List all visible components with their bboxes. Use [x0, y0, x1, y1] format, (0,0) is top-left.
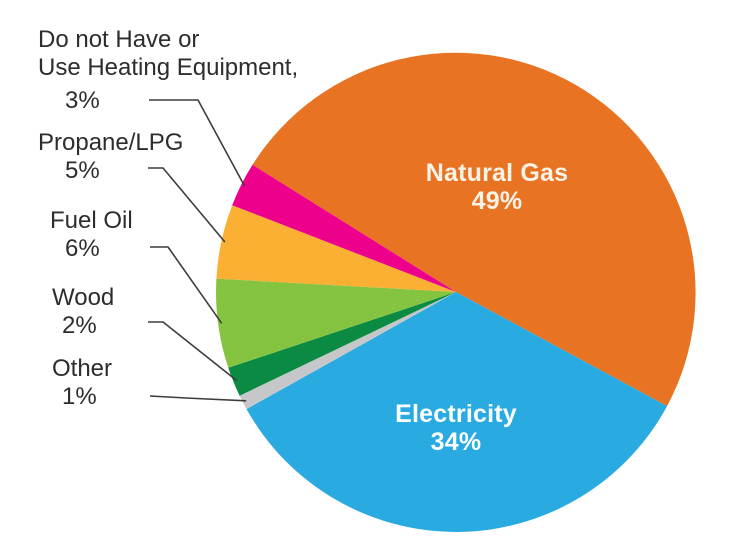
callout-percent: 6%	[65, 235, 100, 262]
callout-label: Other	[52, 355, 113, 382]
callout-fuel-oil: Fuel Oil 6%	[50, 207, 133, 263]
callout-wood: Wood 2%	[52, 284, 114, 340]
leader-line-fuel-oil	[150, 246, 223, 324]
inside-label-natural-gas: Natural Gas 49%	[397, 159, 597, 215]
inside-label-electricity: Electricity 34%	[356, 400, 556, 456]
pie-slice-do-not-have-or-use-heating-equipment	[232, 164, 456, 292]
leader-line-do-not-have-or-use-heating-equipment	[149, 99, 246, 187]
pie-slice-natural-gas	[252, 52, 696, 407]
pie-slice-electricity	[246, 292, 668, 532]
callout-percent: 5%	[65, 157, 100, 184]
callout-label: Do not Have or Use Heating Equipment,	[38, 26, 299, 81]
pie-slice-other	[239, 292, 456, 410]
callout-percent: 3%	[65, 87, 100, 114]
leader-line-wood	[148, 321, 238, 382]
callout-do-not-have-or-use-heating-equipment: Do not Have or Use Heating Equipment, 3%	[38, 26, 298, 115]
leader-line-other	[149, 395, 247, 402]
pie-slice-fuel-oil	[216, 278, 456, 368]
pie-slice-propane-lpg	[216, 205, 456, 292]
callout-label: Fuel Oil	[50, 207, 133, 234]
callout-propane-lpg: Propane/LPG 5%	[38, 129, 183, 185]
slice-label: Electricity	[395, 400, 517, 428]
callout-percent: 1%	[62, 383, 97, 410]
callout-other: Other 1%	[52, 355, 112, 411]
pie-slice-wood	[228, 292, 456, 396]
slice-percent: 49%	[471, 187, 523, 215]
callout-label: Wood	[52, 284, 115, 311]
leader-line-propane-lpg	[148, 167, 226, 243]
slice-percent: 34%	[430, 428, 482, 456]
callout-percent: 2%	[62, 312, 97, 339]
slice-label: Natural Gas	[425, 159, 569, 187]
callout-label: Propane/LPG	[38, 129, 184, 156]
